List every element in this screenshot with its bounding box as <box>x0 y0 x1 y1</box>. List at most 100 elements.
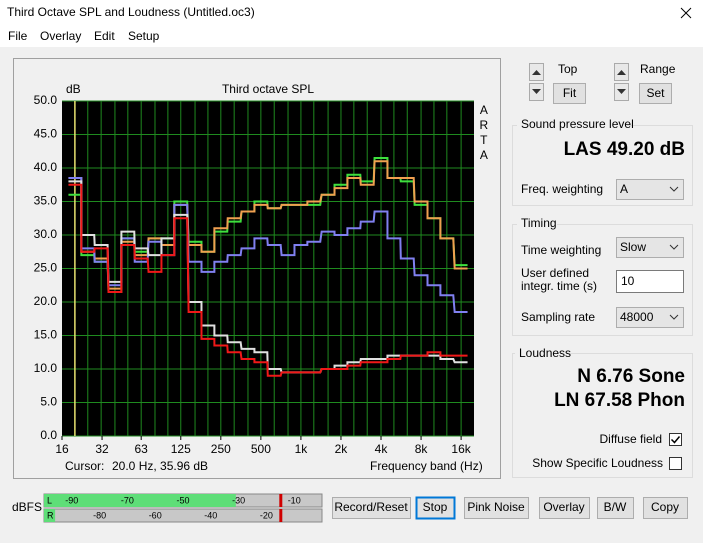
y-tick-label: 35.0 <box>34 194 58 208</box>
title-bar <box>0 0 703 27</box>
meter-tick-label: -60 <box>149 510 162 520</box>
button-label[interactable]: Pink Noise <box>467 500 525 514</box>
meter-channel: L <box>47 495 52 505</box>
specific-checkbox[interactable] <box>669 457 682 470</box>
button-label[interactable]: B/W <box>604 500 627 514</box>
y-tick-label: 10.0 <box>34 361 58 375</box>
meter-peak <box>279 509 283 522</box>
spl-line <box>68 180 468 374</box>
time-weighting-value[interactable]: Slow <box>620 240 646 254</box>
menu-item[interactable]: Overlay <box>40 29 81 43</box>
meter-tick-label: -10 <box>288 495 301 505</box>
loudness-ln: LN 67.58 Phon <box>554 390 685 411</box>
button[interactable] <box>539 497 590 519</box>
y-tick-label: 30.0 <box>34 227 58 241</box>
chart-title: Third octave SPL <box>222 82 314 96</box>
group-title-bg <box>515 347 567 360</box>
menu-item[interactable]: Edit <box>94 29 115 43</box>
meter-level <box>44 494 236 507</box>
x-tick-label: 2k <box>335 442 349 456</box>
dropdown-arrow <box>669 186 679 192</box>
button[interactable] <box>464 497 529 519</box>
x-axis-label: Frequency band (Hz) <box>370 459 483 473</box>
range-spinner[interactable] <box>614 63 629 101</box>
y-tick-label: 50.0 <box>34 93 58 107</box>
menu-bar <box>0 27 703 47</box>
loudness-title: Loudness <box>519 346 571 360</box>
y-tick-label: 20.0 <box>34 294 58 308</box>
timing-title: Timing <box>521 216 557 230</box>
x-tick-label: 1k <box>295 442 309 456</box>
x-tick-label: 8k <box>415 442 429 456</box>
time-weighting-label: Time weighting <box>521 243 601 257</box>
x-tick-label: 4k <box>375 442 389 456</box>
weighting-label: Freq. weighting <box>521 182 603 196</box>
plot-lines <box>68 101 468 436</box>
menu-item[interactable]: File <box>8 29 28 43</box>
spl-line <box>68 183 468 377</box>
group-title-bg <box>517 218 557 231</box>
meter-peak <box>279 494 283 507</box>
integr-value[interactable]: 10 <box>621 274 635 288</box>
y-tick-label: 45.0 <box>34 127 58 141</box>
fit-button[interactable] <box>553 83 586 104</box>
integr-label: User defined <box>521 266 589 280</box>
set-button[interactable] <box>639 83 672 104</box>
y-tick-label: 40.0 <box>34 160 58 174</box>
dropdown-arrow <box>669 314 679 320</box>
x-tick-label: 32 <box>95 442 109 456</box>
x-tick-label: 250 <box>211 442 231 456</box>
brand: ARTA <box>477 103 491 163</box>
button-bar: Record/Reset Stop Pink Noise Overlay B/W Copy <box>332 496 688 520</box>
meter-channel: R <box>47 510 54 520</box>
sampling-value[interactable]: 48000 <box>620 310 654 324</box>
button[interactable] <box>597 497 634 519</box>
meter-tick-label: -20 <box>260 510 273 520</box>
x-tick-label: 16k <box>451 442 471 456</box>
timing-group <box>512 224 693 336</box>
y-axis-label: dB <box>66 82 81 96</box>
window-title: Third Octave SPL and Loudness (Untitled.… <box>7 5 255 19</box>
y-tick-label: 15.0 <box>34 328 58 342</box>
time-weighting-select[interactable] <box>616 237 684 258</box>
check-mark <box>670 436 681 444</box>
diffuse-checkbox[interactable] <box>669 433 682 446</box>
menu-item[interactable]: Setup <box>128 29 160 43</box>
close-button[interactable] <box>680 7 692 19</box>
set-button-label[interactable]: Set <box>646 86 665 100</box>
spl-reading: LAS 49.20 dB <box>564 139 685 160</box>
meter-tick-label: -40 <box>204 510 217 520</box>
meter-tick-label: -90 <box>65 495 78 505</box>
loudness-n: N 6.76 Sone <box>577 366 685 387</box>
button-label[interactable]: Stop <box>423 500 448 514</box>
x-tick-label: 500 <box>251 442 271 456</box>
loudness-group <box>512 353 693 478</box>
button-label[interactable]: Record/Reset <box>334 500 408 514</box>
button[interactable] <box>415 496 456 520</box>
meter-tick-label: -30 <box>232 495 245 505</box>
weighting-value[interactable]: A <box>620 182 628 196</box>
specific-label: Show Specific Loudness <box>532 456 663 470</box>
y-tick-label: 25.0 <box>34 261 58 275</box>
spl-title: Sound pressure level <box>521 117 634 131</box>
sampling-select[interactable] <box>616 307 684 328</box>
meter-level <box>44 509 56 522</box>
meter-label: dBFS <box>12 500 42 514</box>
fit-button-label[interactable]: Fit <box>563 86 577 100</box>
x-tick-label: 63 <box>135 442 149 456</box>
button[interactable] <box>332 497 411 519</box>
button[interactable] <box>643 497 688 519</box>
button-label[interactable]: Overlay <box>543 500 584 514</box>
button-label[interactable]: Copy <box>651 500 679 514</box>
x-tick-label: 16 <box>55 442 69 456</box>
meter-tick-label: -50 <box>176 495 189 505</box>
range-label: Range <box>640 62 676 76</box>
weighting-select[interactable] <box>616 179 684 200</box>
integr-label: integr. time (s) <box>521 279 597 293</box>
integr-input[interactable] <box>616 270 684 293</box>
top-spinner[interactable] <box>529 63 544 101</box>
y-tick-label: 0.0 <box>40 428 57 442</box>
meter-tick-label: -80 <box>93 510 106 520</box>
